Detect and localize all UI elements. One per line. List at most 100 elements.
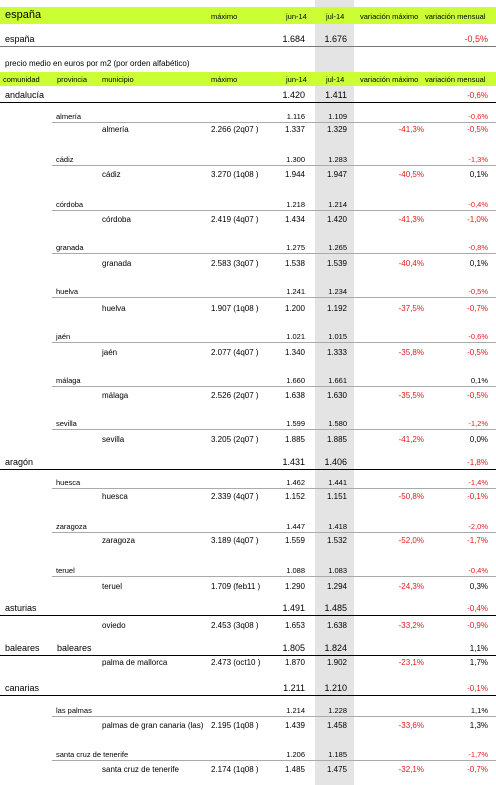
municipio-name: granada: [102, 259, 132, 268]
jun-value: 1.485: [284, 765, 305, 774]
municipio-name: huesca: [102, 492, 128, 501]
jul-value: 1.475: [326, 765, 347, 774]
provincia-name: huesca: [56, 478, 81, 487]
col-jul-header: jul-14: [326, 12, 345, 21]
jul-value: 1.185: [328, 750, 347, 759]
var-max-value: -32,1%: [398, 765, 424, 774]
provincia-name: granada: [56, 243, 84, 252]
jul-value: 1.234: [328, 287, 347, 296]
jun-value: 1.870: [284, 658, 305, 667]
comunidad-row: andalucía 1.420 1.411 -0,6%: [0, 89, 496, 103]
municipio-row: almería 2.266 (2q07 ) 1.337 1.329 -41,3% -0,5…: [0, 123, 496, 136]
jun-value: 1.462: [286, 478, 305, 487]
comunidad-name: canarias: [5, 683, 40, 693]
col-maximo-header: máximo: [211, 12, 238, 21]
provincia-row: santa cruz de tenerife 1.206 1.185 -1,7%: [52, 749, 496, 761]
comunidad-name: baleares: [5, 643, 40, 653]
municipio-row: cádiz 3.270 (1q08 ) 1.944 1.947 -40,5% 0,1%: [0, 168, 496, 181]
col-var-max-header: variación máximo: [360, 12, 419, 21]
provincia-row: córdoba 1.218 1.214 -0,4%: [52, 199, 496, 211]
var-mens-value: 1,7%: [469, 658, 488, 667]
maximo-value: 2.419 (4q07 ): [211, 215, 259, 224]
jul-value: 1.532: [326, 536, 347, 545]
jul-value: 1.885: [326, 435, 347, 444]
col-maximo: máximo: [211, 75, 238, 84]
var-mens-value: -1,7%: [467, 536, 488, 545]
var-max-value: -33,2%: [398, 621, 424, 630]
provincia-name: las palmas: [56, 706, 92, 715]
comunidad-name: asturias: [5, 603, 37, 613]
var-mens-value: -0,9%: [467, 621, 488, 630]
jul-value: 1.638: [326, 621, 347, 630]
maximo-value: 1.709 (feb11 ): [211, 582, 261, 591]
jul-value: 1.630: [326, 391, 347, 400]
jul-value: 1.441: [328, 478, 347, 487]
page-title: españa: [5, 9, 42, 21]
var-mens-value: -0,1%: [467, 684, 488, 693]
var-max-value: -50,8%: [398, 492, 424, 501]
jun-value: 1.885: [284, 435, 305, 444]
col-jun: jun-14: [286, 75, 307, 84]
jun-value: 1.088: [286, 566, 305, 575]
jul-value: 1.947: [326, 170, 347, 179]
provincia-name: baleares: [57, 643, 92, 653]
maximo-value: 3.189 (4q07 ): [211, 536, 259, 545]
var-max-value: -41,3%: [398, 215, 424, 224]
jun-value: 1.116: [286, 112, 305, 121]
subtitle: precio medio en euros por m2 (por orden …: [0, 58, 496, 70]
jun-value: 1.439: [284, 721, 305, 730]
maximo-value: 1.907 (1q08 ): [211, 304, 259, 313]
municipio-name: huelva: [102, 304, 126, 313]
var-max-value: -37,5%: [398, 304, 424, 313]
var-max-value: -23,1%: [398, 658, 424, 667]
var-mens-value: -0,5%: [467, 125, 488, 134]
municipio-name: sevilla: [102, 435, 125, 444]
provincia-row: huelva 1.241 1.234 -0,5%: [52, 286, 496, 298]
jul-value: 1.214: [328, 200, 347, 209]
maximo-value: 2.583 (3q07 ): [211, 259, 259, 268]
jun-value: 1.638: [284, 391, 305, 400]
var-mens-value: -0,7%: [467, 304, 488, 313]
maximo-value: 2.174 (1q08 ): [211, 765, 259, 774]
jun-value: 1.420: [282, 90, 305, 100]
municipio-row: teruel 1.709 (feb11 ) 1.290 1.294 -24,3% 0,3%: [0, 580, 496, 593]
jul-value: 1.151: [326, 492, 347, 501]
municipio-row: granada 2.583 (3q07 ) 1.538 1.539 -40,4% 0,1%: [0, 257, 496, 270]
municipio-name: málaga: [102, 391, 129, 400]
jun-value: 1.218: [286, 200, 305, 209]
jun-value: 1.491: [282, 603, 305, 613]
column-header-bar: comunidad provincia municipio máximo jun…: [0, 72, 496, 86]
jul-value: 1.228: [328, 706, 347, 715]
var-mens-value: -0,7%: [467, 765, 488, 774]
jul-value: 1.083: [328, 566, 347, 575]
maximo-value: 2.453 (3q08 ): [211, 621, 259, 630]
provincia-name: sevilla: [56, 419, 77, 428]
jul-value: 1.283: [328, 155, 347, 164]
jul-value: 1.109: [328, 112, 347, 121]
col-var-max: variación máximo: [360, 75, 419, 84]
comunidad-name: andalucía: [5, 90, 45, 100]
jul-value: 1.015: [328, 332, 347, 341]
comunidad-row: asturias 1.491 1.485 -0,4%: [0, 602, 496, 616]
municipio-row: santa cruz de tenerife 2.174 (1q08 ) 1.485…: [0, 763, 496, 776]
provincia-row: sevilla 1.599 1.580 -1,2%: [52, 418, 496, 430]
maximo-value: 2.473 (oct10 ): [211, 658, 261, 667]
maximo-value: 3.270 (1q08 ): [211, 170, 259, 179]
jun-value: 1.290: [284, 582, 305, 591]
municipio-name: oviedo: [102, 621, 126, 630]
jun-value: 1.275: [286, 243, 305, 252]
var-mens-value: -1,8%: [467, 458, 488, 467]
col-var-mens-header: variación mensual: [425, 12, 486, 21]
jun-value: 1.340: [284, 348, 305, 357]
var-max-value: -35,8%: [398, 348, 424, 357]
var-mens-value: -0,6%: [467, 91, 488, 100]
header-bar: españa máximo jun-14 jul-14 variación má…: [0, 7, 496, 24]
jul-value: 1.294: [326, 582, 347, 591]
jul-value: 1.418: [328, 522, 347, 531]
municipio-row: zaragoza 3.189 (4q07 ) 1.559 1.532 -52,0% -1,…: [0, 534, 496, 547]
var-mens-value: -0,5%: [468, 287, 488, 296]
col-provincia: provincia: [57, 75, 88, 84]
jun-value: 1.241: [286, 287, 305, 296]
subtitle-text: precio medio en euros por m2 (por orden …: [5, 59, 190, 68]
municipio-row: palmas de gran canaria (las) 2.195 (1q08 …: [0, 719, 496, 732]
